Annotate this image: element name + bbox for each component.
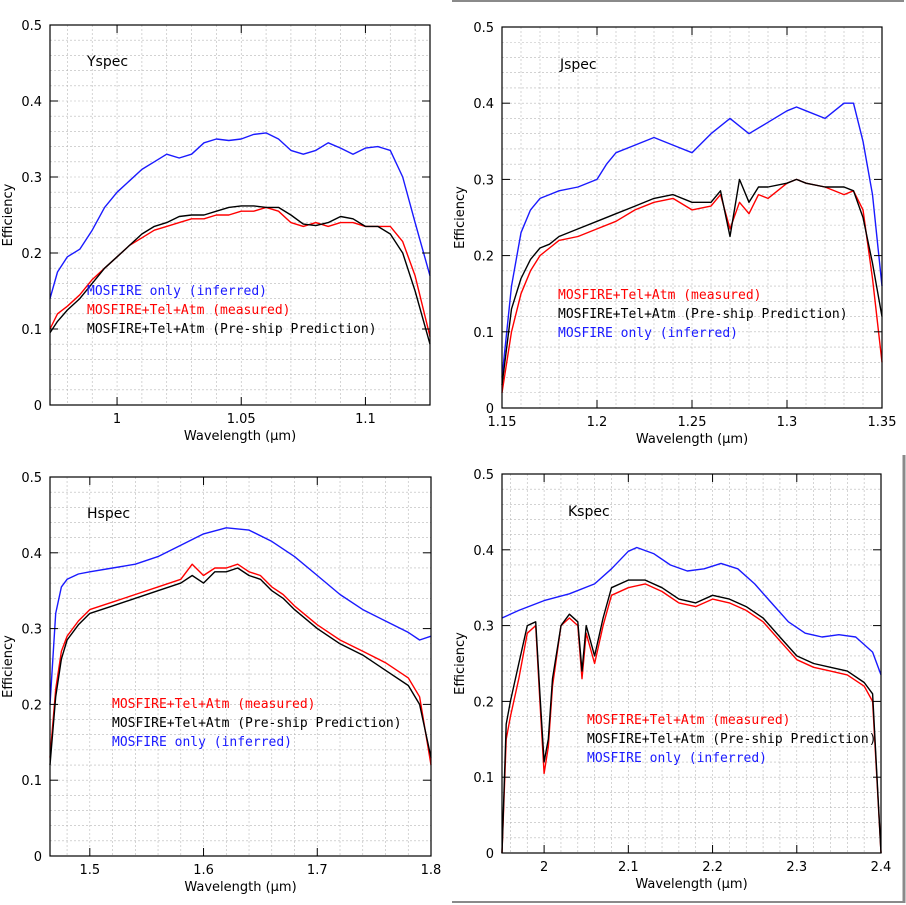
jspec-ytick-label: 0.5 <box>473 21 494 36</box>
jspec-ylabel: Efficiency <box>453 186 468 249</box>
hspec-title: Hspec <box>87 506 130 522</box>
yspec-legend-preship: MOSFIRE+Tel+Atm (Pre-ship Prediction) <box>87 322 377 337</box>
yspec-series-inferred <box>49 132 431 299</box>
yspec-panel: 1 1.05 1.1 0 0.1 0.2 0.3 0.4 0.5 Wavelength (µm) E… <box>1 19 431 444</box>
kspec-series-preship <box>501 579 882 854</box>
jspec-series-inferred <box>501 102 883 378</box>
jspec-ytick-label: 0 <box>486 402 494 417</box>
yspec-frame <box>49 24 431 406</box>
jspec-series-measured <box>501 178 883 393</box>
kspec-legend-inferred: MOSFIRE only (inferred) <box>587 751 767 766</box>
kspec-ylabel: Efficiency <box>453 632 468 695</box>
hspec-ytick-label: 0.3 <box>21 623 42 638</box>
hspec-ytick-label: 0 <box>34 850 42 865</box>
kspec-xtick-label: 2.3 <box>786 860 807 875</box>
hspec-series-measured <box>49 563 432 766</box>
jspec-legend-inferred: MOSFIRE only (inferred) <box>558 326 738 341</box>
jspec-title: Jspec <box>559 57 597 73</box>
hspec-ytick-label: 0.4 <box>21 547 42 562</box>
hspec-ytick-label: 0.2 <box>21 698 42 713</box>
jspec-panel: 1.15 1.2 1.25 1.3 1.35 0 0.1 0.2 0.3 0.4 0.5 Wavele… <box>453 21 896 447</box>
hspec-frame <box>49 476 432 857</box>
yspec-ytick-label: 0 <box>34 399 42 414</box>
yspec-ytick-label: 0.4 <box>21 95 42 110</box>
hspec-xlabel: Wavelength (µm) <box>184 880 296 895</box>
kspec-title: Kspec <box>568 504 610 520</box>
hspec-legend-measured: MOSFIRE+Tel+Atm (measured) <box>112 697 316 712</box>
kspec-ytick-label: 0.3 <box>473 620 494 635</box>
kspec-xtick-label: 2 <box>540 860 548 875</box>
hspec-xtick-label: 1.5 <box>79 863 100 878</box>
hspec-xtick-label: 1.6 <box>193 863 214 878</box>
kspec-frame <box>501 473 882 854</box>
jspec-xtick-label: 1.25 <box>678 415 707 430</box>
yspec-ytick-label: 0.3 <box>21 171 42 186</box>
yspec-xlabel: Wavelength (µm) <box>184 429 296 444</box>
jspec-xtick-label: 1.2 <box>587 415 608 430</box>
yspec-xtick-label: 1.05 <box>227 412 256 427</box>
jspec-xtick-label: 1.15 <box>488 415 517 430</box>
hspec-panel: 1.5 1.6 1.7 1.8 0 0.1 0.2 0.3 0.4 0.5 Wavelength (… <box>1 471 441 895</box>
yspec-ylabel: Efficiency <box>1 183 16 246</box>
yspec-xtick-label: 1 <box>113 412 121 427</box>
jspec-xtick-label: 1.35 <box>868 415 897 430</box>
kspec-xtick-label: 2.1 <box>618 860 639 875</box>
kspec-ytick-label: 0.1 <box>473 771 494 786</box>
jspec-ytick-label: 0.4 <box>473 97 494 112</box>
hspec-legend-inferred: MOSFIRE only (inferred) <box>112 735 292 750</box>
kspec-series-inferred <box>501 546 882 676</box>
yspec-legend-inferred: MOSFIRE only (inferred) <box>87 284 267 299</box>
hspec-legend-preship: MOSFIRE+Tel+Atm (Pre-ship Prediction) <box>112 716 402 731</box>
kspec-xtick-label: 2.2 <box>702 860 723 875</box>
hspec-ylabel: Efficiency <box>1 635 16 698</box>
kspec-legend-preship: MOSFIRE+Tel+Atm (Pre-ship Prediction) <box>587 732 877 747</box>
yspec-title: Yspec <box>86 54 128 70</box>
jspec-legend-measured: MOSFIRE+Tel+Atm (measured) <box>558 288 762 303</box>
jspec-series-preship <box>501 178 883 386</box>
jspec-ytick-label: 0.2 <box>473 250 494 265</box>
hspec-ytick-label: 0.1 <box>21 774 42 789</box>
hspec-xtick-label: 1.7 <box>307 863 328 878</box>
kspec-legend-measured: MOSFIRE+Tel+Atm (measured) <box>587 713 791 728</box>
yspec-xtick-label: 1.1 <box>355 412 376 427</box>
yspec-series-preship <box>49 205 431 345</box>
kspec-panel: 2 2.1 2.2 2.3 2.4 0 0.1 0.2 0.3 0.4 0.5 Wavelength … <box>453 468 891 892</box>
jspec-xtick-label: 1.3 <box>777 415 798 430</box>
kspec-ytick-label: 0 <box>486 847 494 862</box>
jspec-legend-preship: MOSFIRE+Tel+Atm (Pre-ship Prediction) <box>558 307 848 322</box>
jspec-ytick-label: 0.3 <box>473 173 494 188</box>
yspec-legend-measured: MOSFIRE+Tel+Atm (measured) <box>87 303 291 318</box>
kspec-xtick-label: 2.4 <box>871 860 892 875</box>
yspec-ytick-label: 0.2 <box>21 247 42 262</box>
hspec-ytick-label: 0.5 <box>21 471 42 486</box>
yspec-ytick-label: 0.5 <box>21 19 42 34</box>
yspec-ytick-label: 0.1 <box>21 323 42 338</box>
jspec-xlabel: Wavelength (µm) <box>636 432 748 447</box>
hspec-xtick-label: 1.8 <box>421 863 442 878</box>
hspec-series-inferred <box>49 527 432 705</box>
kspec-ytick-label: 0.2 <box>473 695 494 710</box>
jspec-ytick-label: 0.1 <box>473 326 494 341</box>
kspec-ytick-label: 0.4 <box>473 544 494 559</box>
kspec-ytick-label: 0.5 <box>473 468 494 483</box>
kspec-xlabel: Wavelength (µm) <box>635 877 747 892</box>
hspec-series-preship <box>49 567 432 766</box>
